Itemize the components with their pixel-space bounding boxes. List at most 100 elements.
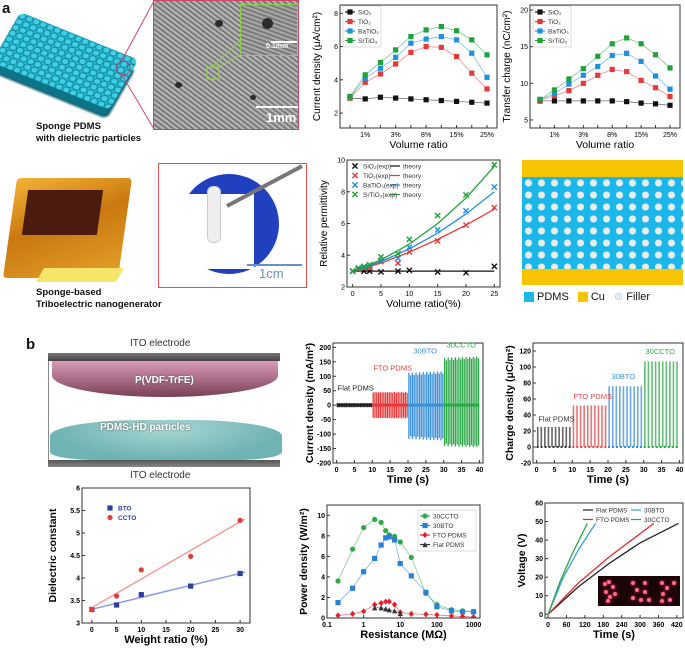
y-tick-label: -20 (521, 461, 531, 468)
y-axis-label: Power density (W/m²) (298, 508, 310, 615)
legend-item (351, 162, 359, 170)
x-tick-label: 8% (421, 132, 431, 139)
series-ccto-fit-line (91, 518, 246, 609)
series-30ccto-pulse (647, 361, 650, 447)
y-tick-label: 0 (321, 616, 325, 623)
series-srtio--point (438, 24, 444, 30)
legend-label: BaTiO₃ (548, 29, 569, 36)
x-tick-label: 40 (676, 467, 684, 474)
led-dot (631, 581, 635, 585)
inset-scale-label: 0.1mm (266, 43, 289, 50)
cu-swatch (577, 292, 588, 303)
x-tick-label: 420 (671, 622, 683, 629)
legend-marker (422, 531, 428, 539)
series-fto-pdms-point (361, 608, 367, 615)
series-30bto-point (391, 537, 398, 543)
legend-marker (347, 28, 353, 34)
series-fto-pdms-point (459, 613, 466, 618)
y-tick-label: 2 (321, 595, 325, 602)
series-30bto-point (372, 555, 378, 562)
led-dot (635, 588, 639, 592)
series-sio--point (638, 100, 644, 106)
sem-pore (175, 82, 182, 88)
series-sio--point (362, 96, 368, 102)
series-srtio--point (423, 27, 429, 33)
legend-label: SrTiO₃(exp) (363, 192, 397, 199)
y-tick-label: 40 (523, 413, 531, 420)
series-30ccto-pulse (644, 361, 646, 447)
legend-label: TiO₂(exp) (363, 173, 391, 180)
series-30ccto-pulse (658, 361, 660, 447)
x-tick-label: 25 (422, 467, 430, 474)
series-tio--point (438, 44, 444, 50)
series-bto-point (188, 583, 194, 589)
x-axis-label: Time (s) (587, 474, 629, 486)
series-batio-exp--point (394, 255, 402, 262)
led-dot (665, 586, 669, 590)
inset-connector (206, 40, 242, 80)
legend-label: 30CCTO (644, 517, 670, 524)
y-tick-label: 10 (317, 513, 325, 520)
series-flat-pdms-pulse (536, 427, 539, 447)
series-ccto-point (89, 606, 95, 613)
x-tick-label: 35 (458, 467, 466, 474)
x-axis-label: Volume ratio (389, 139, 448, 151)
series-sio--point (551, 98, 558, 104)
x-tick-label: 30 (236, 627, 244, 634)
y-tick-label: 5 (524, 117, 528, 124)
x-tick-label: 5 (352, 467, 356, 474)
series-batio-exp--point (491, 183, 498, 191)
series-srtio--point (667, 65, 673, 71)
y-tick-label: 50 (535, 519, 543, 526)
plot-area (335, 516, 477, 618)
series-flat-pdms-point (386, 607, 392, 613)
series-flat-pdms-line (547, 522, 679, 615)
y-tick-label: 5.5 (70, 508, 80, 515)
led-dot (639, 598, 643, 602)
filler-schematic (522, 160, 683, 285)
x-tick-label: 20 (187, 627, 195, 634)
chart-a3 (346, 159, 501, 288)
y-tick-label: -150 (317, 446, 331, 453)
series-sio--point (595, 98, 601, 104)
series-batio--point (551, 90, 558, 97)
legend-label: theory (403, 173, 422, 180)
y-tick-label: 4 (321, 574, 325, 581)
y-tick-label: 100 (519, 365, 531, 372)
x-tick-label: 10 (568, 467, 576, 474)
series-30bto-point (361, 569, 367, 575)
legend-label: SiO₂ (548, 10, 562, 17)
x-tick-label: 8% (607, 132, 617, 139)
plot-area (536, 361, 680, 448)
series-sio--point (667, 102, 673, 108)
led-dot (647, 598, 651, 602)
led-inset-photo (598, 576, 680, 606)
series-30ccto-point (350, 546, 356, 552)
led-dot (631, 596, 635, 600)
sem-scale-label: 1mm (266, 110, 297, 125)
legend-label: SiO₂ (358, 10, 372, 17)
series-fto-pdms-point (423, 611, 429, 618)
series-30bto-pulse (615, 386, 618, 447)
y-tick-label: 8 (341, 189, 345, 196)
legend-label: BaTiO₃(exp) (363, 183, 399, 190)
series-annotation: FTO PDMS (573, 392, 612, 401)
device-caption: Sponge-based Triboelectric nanogenerator (36, 287, 162, 311)
y-axis-label: Current density (μA/cm²) (312, 12, 323, 121)
x-tick-label: 0 (90, 627, 94, 634)
inset-scale-bar (271, 41, 297, 43)
series-fto-pdms-point (383, 598, 389, 605)
bend-scale-bar (247, 264, 302, 266)
ito-top-electrode (48, 353, 280, 361)
legend-label: BTO (118, 506, 132, 513)
series-30bto-pulse (626, 386, 628, 447)
x-tick-label: 60 (563, 622, 571, 629)
legend-marker (351, 181, 359, 189)
series-flat-pdms-pulse (561, 427, 564, 447)
series-30bto-point (459, 609, 466, 615)
legend-item (107, 514, 113, 521)
series-sio--point (408, 96, 414, 102)
y-tick-label: -50 (321, 417, 331, 424)
series-30bto-pulse (608, 386, 610, 447)
legend-marker (537, 28, 543, 34)
